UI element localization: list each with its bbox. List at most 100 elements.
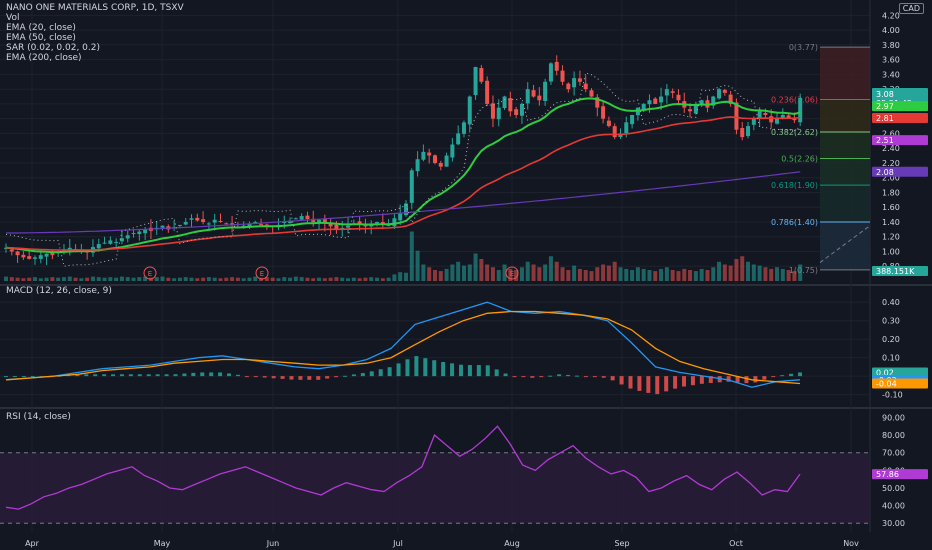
macd-histogram-bar	[467, 365, 472, 377]
volume-bar	[572, 265, 577, 281]
volume-bar	[630, 270, 635, 281]
candle-body	[618, 133, 623, 138]
signal-line	[5, 310, 801, 385]
macd-histogram-bar	[405, 359, 410, 377]
volume-bar	[612, 261, 617, 281]
volume-bar	[432, 270, 437, 281]
volume-bar	[270, 277, 275, 281]
volume-bar	[206, 277, 211, 281]
volume-bar	[137, 277, 142, 281]
volume-bar	[90, 276, 95, 281]
macd-histogram-bar	[84, 374, 89, 377]
volume-bar	[525, 261, 530, 281]
volume-bar	[32, 277, 37, 281]
currency-badge[interactable]: CAD	[898, 3, 924, 14]
macd-histogram-bar	[753, 376, 758, 383]
macd-title[interactable]: MACD (12, 26, close, 9)	[6, 286, 112, 296]
macd-line	[5, 301, 801, 388]
candle-body	[780, 114, 785, 119]
macd-histogram-bar	[396, 363, 401, 377]
macd-tag: -0.04	[876, 380, 897, 389]
legend-sar[interactable]: SAR (0.02, 0.02, 0.2)	[6, 43, 101, 53]
volume-bar	[392, 274, 397, 281]
candle-body	[502, 96, 507, 108]
volume-bar	[340, 277, 345, 281]
volume-bar	[763, 267, 768, 281]
candle-body	[688, 109, 693, 112]
symbol-title[interactable]: NANO ONE MATERIALS CORP, 1D, TSXV	[6, 3, 184, 13]
macd-histogram-bar	[592, 376, 597, 378]
candle-body	[375, 221, 380, 224]
price-tick-label: 1.60	[882, 203, 900, 212]
candle-body	[363, 225, 368, 227]
volume-bar	[96, 277, 101, 281]
candle-body	[27, 256, 32, 259]
price-tick-label: 3.60	[882, 56, 900, 65]
macd-histogram-bar	[146, 374, 151, 377]
price-tag: 2.97	[876, 102, 894, 111]
candle-body	[560, 70, 565, 82]
candle-body	[461, 122, 466, 134]
macd-histogram-bar	[503, 373, 508, 377]
earnings-marker	[255, 266, 269, 280]
macd-histogram-bar	[539, 376, 544, 378]
candle-body	[514, 109, 519, 115]
legend-volume[interactable]: Vol	[6, 13, 20, 23]
volume-bar	[282, 277, 287, 281]
legend-ema50[interactable]: EMA (50, close)	[6, 33, 76, 43]
macd-pane	[4, 301, 802, 395]
volume-bar	[27, 277, 32, 281]
legend-ema200[interactable]: EMA (200, close)	[6, 53, 82, 63]
price-tick-label: 4.00	[882, 26, 900, 35]
candle-body	[670, 91, 675, 93]
volume-bar	[177, 277, 182, 281]
time-tick-label: Apr	[25, 539, 40, 548]
macd-histogram-bar	[664, 376, 669, 392]
macd-histogram-bar	[325, 376, 330, 379]
candle-body	[143, 229, 148, 234]
candle-body	[746, 126, 751, 137]
volume-bar	[212, 277, 217, 281]
volume-bar	[485, 264, 490, 281]
macd-histogram-bar	[21, 376, 26, 378]
candle-body	[583, 83, 588, 90]
macd-histogram-bar	[566, 374, 571, 377]
candle-body	[386, 224, 391, 226]
macd-histogram-bar	[155, 374, 160, 377]
macd-histogram-bar	[316, 376, 321, 380]
ema50-line	[5, 116, 801, 251]
macd-histogram-bar	[244, 376, 249, 378]
candle-body	[334, 224, 339, 230]
macd-histogram-bar	[557, 374, 562, 377]
candle-body	[734, 102, 739, 130]
candle-body	[96, 244, 101, 249]
candle-body	[456, 133, 461, 145]
candle-body	[606, 120, 611, 127]
rsi-title[interactable]: RSI (14, close)	[6, 412, 71, 422]
candle-body	[432, 155, 437, 163]
candle-body	[775, 118, 780, 124]
time-axis[interactable]: Apr May Jun Jul Aug Sep Oct Nov	[25, 539, 859, 548]
price-tick-label: 2.20	[882, 159, 900, 168]
volume-bar	[9, 277, 14, 281]
macd-histogram-bar	[271, 376, 276, 379]
volume-bar	[427, 267, 432, 281]
volume-bar	[404, 272, 408, 281]
macd-histogram-bar	[726, 376, 731, 382]
volume-bar	[44, 277, 49, 281]
rsi-tag-bg	[872, 469, 928, 480]
candle-body	[763, 113, 768, 115]
time-tick-label: Aug	[504, 539, 520, 548]
legend-ema20[interactable]: EMA (20, close)	[6, 23, 76, 33]
price-tick-label: 1.40	[882, 218, 900, 227]
macd-histogram-bar	[414, 356, 419, 377]
candle-body	[317, 219, 322, 223]
candle-body	[346, 225, 351, 228]
volume-bar	[583, 270, 588, 281]
candle-body	[438, 163, 443, 167]
volume-bar	[641, 268, 646, 281]
candle-body	[183, 221, 188, 225]
price-tick-label: 1.20	[882, 233, 900, 242]
macd-histogram-bar	[708, 376, 713, 383]
macd-histogram-bar	[351, 374, 356, 377]
